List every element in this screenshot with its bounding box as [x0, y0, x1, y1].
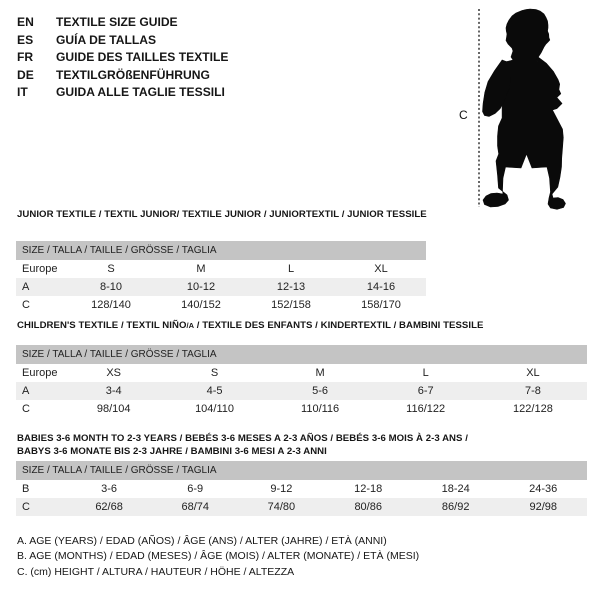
svg-text:C: C: [459, 108, 468, 122]
